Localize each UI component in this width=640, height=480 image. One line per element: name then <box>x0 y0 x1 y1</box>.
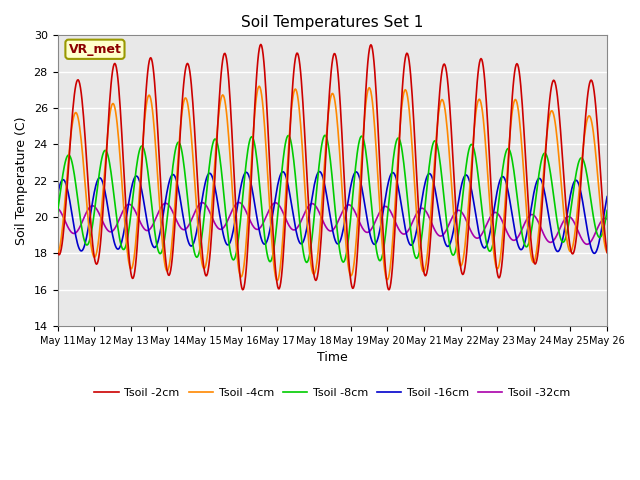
Tsoil -2cm <box>54 249 61 255</box>
Tsoil -2cm <box>239 287 246 293</box>
Tsoil -8cm <box>401 168 408 173</box>
Tsoil -8cm <box>205 167 212 173</box>
Line: Tsoil -32cm: Tsoil -32cm <box>58 203 607 244</box>
Tsoil -4cm <box>273 278 281 284</box>
Tsoil -16cm <box>416 209 424 215</box>
Tsoil -4cm <box>120 210 128 216</box>
Tsoil -32cm <box>400 231 408 237</box>
Tsoil -32cm <box>604 216 611 222</box>
Tsoil -16cm <box>205 170 212 176</box>
Tsoil -2cm <box>417 239 424 245</box>
Tsoil -4cm <box>176 132 184 138</box>
X-axis label: Time: Time <box>317 351 348 364</box>
Tsoil -2cm <box>257 42 265 48</box>
Tsoil -4cm <box>205 240 212 245</box>
Line: Tsoil -2cm: Tsoil -2cm <box>58 45 607 290</box>
Tsoil -2cm <box>205 263 212 268</box>
Tsoil -4cm <box>604 250 611 255</box>
Tsoil -8cm <box>604 208 611 214</box>
Tsoil -2cm <box>401 60 408 66</box>
Tsoil -8cm <box>303 260 310 265</box>
Tsoil -32cm <box>584 241 591 247</box>
Y-axis label: Soil Temperature (C): Soil Temperature (C) <box>15 117 28 245</box>
Tsoil -32cm <box>54 205 61 211</box>
Tsoil -2cm <box>176 136 184 142</box>
Tsoil -8cm <box>417 242 424 248</box>
Text: VR_met: VR_met <box>68 43 122 56</box>
Tsoil -2cm <box>63 180 71 185</box>
Tsoil -4cm <box>255 84 263 89</box>
Tsoil -16cm <box>54 192 61 198</box>
Title: Soil Temperatures Set 1: Soil Temperatures Set 1 <box>241 15 424 30</box>
Tsoil -32cm <box>63 223 71 229</box>
Tsoil -16cm <box>604 194 611 200</box>
Tsoil -32cm <box>120 206 128 212</box>
Tsoil -8cm <box>321 132 329 138</box>
Tsoil -16cm <box>316 168 324 174</box>
Tsoil -32cm <box>176 224 184 229</box>
Line: Tsoil -16cm: Tsoil -16cm <box>58 171 607 253</box>
Line: Tsoil -4cm: Tsoil -4cm <box>58 86 607 281</box>
Tsoil -2cm <box>604 250 611 255</box>
Tsoil -32cm <box>205 207 212 213</box>
Legend: Tsoil -2cm, Tsoil -4cm, Tsoil -8cm, Tsoil -16cm, Tsoil -32cm: Tsoil -2cm, Tsoil -4cm, Tsoil -8cm, Tsoi… <box>90 384 575 403</box>
Tsoil -16cm <box>176 194 184 200</box>
Tsoil -16cm <box>120 228 128 234</box>
Tsoil -4cm <box>63 168 71 174</box>
Tsoil -16cm <box>400 217 408 223</box>
Tsoil -8cm <box>120 247 128 252</box>
Tsoil -4cm <box>54 252 61 257</box>
Tsoil -16cm <box>63 187 71 192</box>
Tsoil -32cm <box>235 200 243 205</box>
Tsoil -4cm <box>401 87 408 93</box>
Tsoil -8cm <box>54 209 61 215</box>
Tsoil -8cm <box>176 141 184 146</box>
Line: Tsoil -8cm: Tsoil -8cm <box>58 135 607 263</box>
Tsoil -4cm <box>417 258 424 264</box>
Tsoil -2cm <box>120 172 128 178</box>
Tsoil -16cm <box>590 251 598 256</box>
Tsoil -32cm <box>416 206 424 212</box>
Tsoil -8cm <box>63 153 71 159</box>
